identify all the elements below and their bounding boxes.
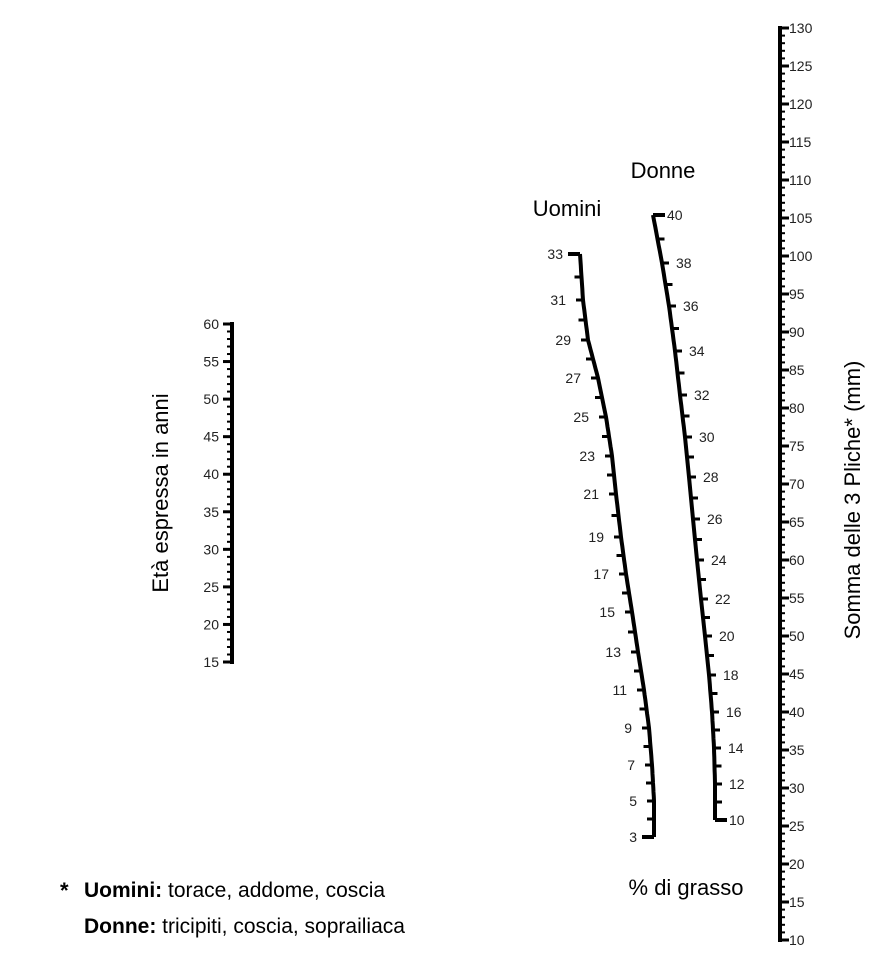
men-scale-title: Uomini bbox=[533, 196, 601, 221]
tick-label: 50 bbox=[203, 391, 219, 407]
tick-label: 22 bbox=[715, 591, 731, 607]
footnote-women-line: Donne: tricipiti, coscia, soprailiaca bbox=[84, 912, 405, 942]
tick-label: 40 bbox=[789, 704, 805, 720]
tick-label: 20 bbox=[203, 616, 219, 632]
tick-label: 130 bbox=[789, 20, 813, 36]
footnote-men-line: Uomini: torace, addome, coscia bbox=[84, 876, 385, 906]
tick-label: 15 bbox=[789, 894, 805, 910]
tick-label: 120 bbox=[789, 96, 813, 112]
tick-label: 100 bbox=[789, 248, 813, 264]
footnote-men-sites: torace, addome, coscia bbox=[168, 879, 386, 902]
footnote-women-label: Donne: bbox=[84, 915, 157, 938]
tick-label: 17 bbox=[593, 566, 609, 582]
women-scale-title: Donne bbox=[631, 158, 696, 183]
tick-label: 40 bbox=[203, 466, 219, 482]
tick-label: 115 bbox=[789, 134, 812, 150]
tick-label: 12 bbox=[729, 776, 745, 792]
tick-label: 38 bbox=[676, 255, 692, 271]
tick-label: 27 bbox=[565, 370, 581, 386]
tick-label: 95 bbox=[789, 286, 805, 302]
fat-percent-caption: % di grasso bbox=[629, 875, 744, 900]
tick-label: 5 bbox=[629, 793, 637, 809]
tick-label: 33 bbox=[547, 246, 563, 262]
skinfold-scale-title: Somma delle 3 Pliche* (mm) bbox=[840, 361, 865, 640]
footnote-men-label: Uomini: bbox=[84, 879, 163, 902]
skinfold-scale: 10 15 20 25 30 35 40 45 50 55 60 65 70 75 80 85 90 95 100 1… bbox=[778, 20, 865, 948]
tick-label: 105 bbox=[789, 210, 813, 226]
age-scale-title: Età espressa in anni bbox=[148, 393, 173, 592]
tick-label: 30 bbox=[203, 541, 219, 557]
tick-label: 45 bbox=[789, 666, 805, 682]
tick-label: 20 bbox=[719, 628, 735, 644]
tick-label: 80 bbox=[789, 400, 805, 416]
tick-label: 85 bbox=[789, 362, 805, 378]
age-ticks: 15 20 25 30 35 40 45 50 55 60 bbox=[203, 316, 232, 670]
tick-label: 75 bbox=[789, 438, 805, 454]
tick-label: 60 bbox=[789, 552, 805, 568]
tick-label: 50 bbox=[789, 628, 805, 644]
tick-label: 10 bbox=[789, 932, 805, 948]
women-fat-ticks: 10 12 14 16 18 20 22 24 26 28 30 32 34 36 38 40 bbox=[653, 207, 745, 828]
tick-label: 14 bbox=[728, 740, 744, 756]
tick-label: 10 bbox=[729, 812, 745, 828]
tick-label: 20 bbox=[789, 856, 805, 872]
tick-label: 32 bbox=[694, 387, 710, 403]
age-scale: 15 20 25 30 35 40 45 50 55 60 Età espressa in ann… bbox=[148, 316, 234, 670]
tick-label: 45 bbox=[203, 429, 219, 445]
tick-label: 26 bbox=[707, 511, 723, 527]
tick-label: 70 bbox=[789, 476, 805, 492]
women-fat-scale: 10 12 14 16 18 20 22 24 26 28 30 32 34 36 38 40 Donne bbox=[631, 158, 745, 828]
tick-label: 55 bbox=[789, 590, 805, 606]
tick-label: 125 bbox=[789, 58, 813, 74]
tick-label: 23 bbox=[579, 448, 595, 464]
tick-label: 28 bbox=[703, 469, 719, 485]
tick-label: 40 bbox=[667, 207, 683, 223]
tick-label: 16 bbox=[726, 704, 742, 720]
tick-label: 3 bbox=[629, 829, 637, 845]
tick-label: 19 bbox=[588, 529, 604, 545]
skinfold-ticks: 10 15 20 25 30 35 40 45 50 55 60 65 70 75 80 85 90 95 100 1… bbox=[780, 20, 813, 948]
tick-label: 34 bbox=[689, 343, 705, 359]
men-fat-curve bbox=[578, 253, 656, 837]
tick-label: 90 bbox=[789, 324, 805, 340]
tick-label: 21 bbox=[583, 486, 599, 502]
tick-label: 9 bbox=[624, 720, 632, 736]
tick-label: 25 bbox=[789, 818, 805, 834]
tick-label: 24 bbox=[711, 552, 727, 568]
tick-label: 35 bbox=[203, 504, 219, 520]
men-fat-ticks: 3 5 7 9 11 13 15 17 19 21 23 25 27 29 31 33 bbox=[547, 246, 654, 845]
tick-label: 110 bbox=[789, 172, 812, 188]
tick-label: 55 bbox=[203, 354, 219, 370]
footnote-women-sites: tricipiti, coscia, soprailiaca bbox=[162, 915, 405, 938]
tick-label: 15 bbox=[599, 604, 615, 620]
tick-label: 11 bbox=[612, 682, 627, 698]
tick-label: 31 bbox=[550, 292, 566, 308]
tick-label: 29 bbox=[555, 332, 571, 348]
tick-label: 35 bbox=[789, 742, 805, 758]
tick-label: 25 bbox=[203, 579, 219, 595]
men-fat-scale: 3 5 7 9 11 13 15 17 19 21 23 25 27 29 31 33 Uomini bbox=[533, 196, 656, 845]
tick-label: 25 bbox=[573, 409, 589, 425]
footnote-asterisk: * bbox=[60, 878, 69, 903]
tick-label: 30 bbox=[699, 429, 715, 445]
tick-label: 60 bbox=[203, 316, 219, 332]
tick-label: 7 bbox=[627, 757, 635, 773]
tick-label: 13 bbox=[605, 644, 621, 660]
tick-label: 30 bbox=[789, 780, 805, 796]
tick-label: 15 bbox=[203, 654, 219, 670]
tick-label: 65 bbox=[789, 514, 805, 530]
tick-label: 18 bbox=[723, 667, 739, 683]
tick-label: 36 bbox=[683, 298, 699, 314]
